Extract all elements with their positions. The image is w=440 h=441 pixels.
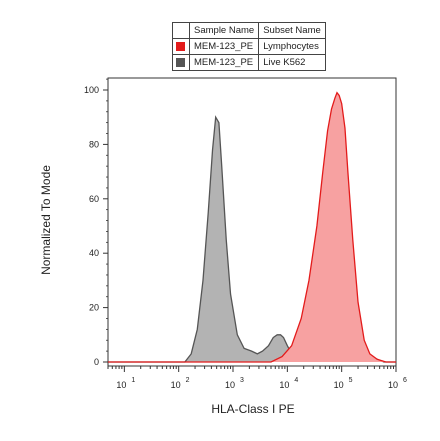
y-tick-label: 0 [94, 357, 99, 367]
legend-header-subset: Subset Name [258, 22, 326, 39]
x-tick-exponent: 2 [186, 377, 190, 384]
legend-row-lymphocytes: MEM-123_PE Lymphocytes [172, 38, 326, 55]
y-axis-label: Normalized To Mode [39, 165, 54, 275]
x-tick-exponent: 5 [349, 377, 353, 384]
chart-ticks: 0 20 40 60 80 100 10 1 10 2 10 3 10 4 10 5 10 6 [84, 78, 407, 390]
series-area-lymphocytes [108, 92, 396, 362]
y-tick-label: 40 [89, 248, 99, 258]
legend-swatch-k562 [176, 57, 185, 67]
x-tick-label: 10 [334, 380, 344, 390]
chart-marks [108, 91, 396, 363]
x-tick-label: 10 [225, 380, 235, 390]
legend-subset-lymphocytes: Lymphocytes [258, 38, 326, 55]
x-tick-label: 10 [279, 380, 289, 390]
y-tick-label: 100 [84, 85, 99, 95]
x-axis-label: HLA-Class I PE [211, 402, 295, 416]
legend: Sample Name Subset Name MEM-123_PE Lymph… [172, 22, 326, 71]
x-tick-exponent: 1 [131, 377, 135, 384]
legend-sample-k562: MEM-123_PE [188, 54, 260, 71]
legend-row-k562: MEM-123_PE Live K562 [172, 54, 326, 71]
x-tick-exponent: 6 [403, 377, 407, 384]
legend-subset-k562: Live K562 [258, 54, 326, 71]
legend-header-row: Sample Name Subset Name [172, 22, 326, 39]
series-line-lymphocytes [108, 91, 396, 363]
x-tick-label: 10 [388, 380, 398, 390]
y-tick-label: 80 [89, 139, 99, 149]
x-tick-label: 10 [116, 380, 126, 390]
y-axis-label-wrap: Normalized To Mode [6, 100, 86, 340]
legend-header-swatch [172, 22, 190, 39]
x-tick-label: 10 [171, 380, 181, 390]
y-tick-label: 20 [89, 303, 99, 313]
legend-sample-lymphocytes: MEM-123_PE [188, 38, 260, 55]
legend-header-sample: Sample Name [188, 22, 260, 39]
y-tick-label: 60 [89, 194, 99, 204]
x-tick-exponent: 4 [294, 377, 298, 384]
x-tick-exponent: 3 [240, 377, 244, 384]
legend-swatch-lymphocytes [176, 41, 185, 51]
